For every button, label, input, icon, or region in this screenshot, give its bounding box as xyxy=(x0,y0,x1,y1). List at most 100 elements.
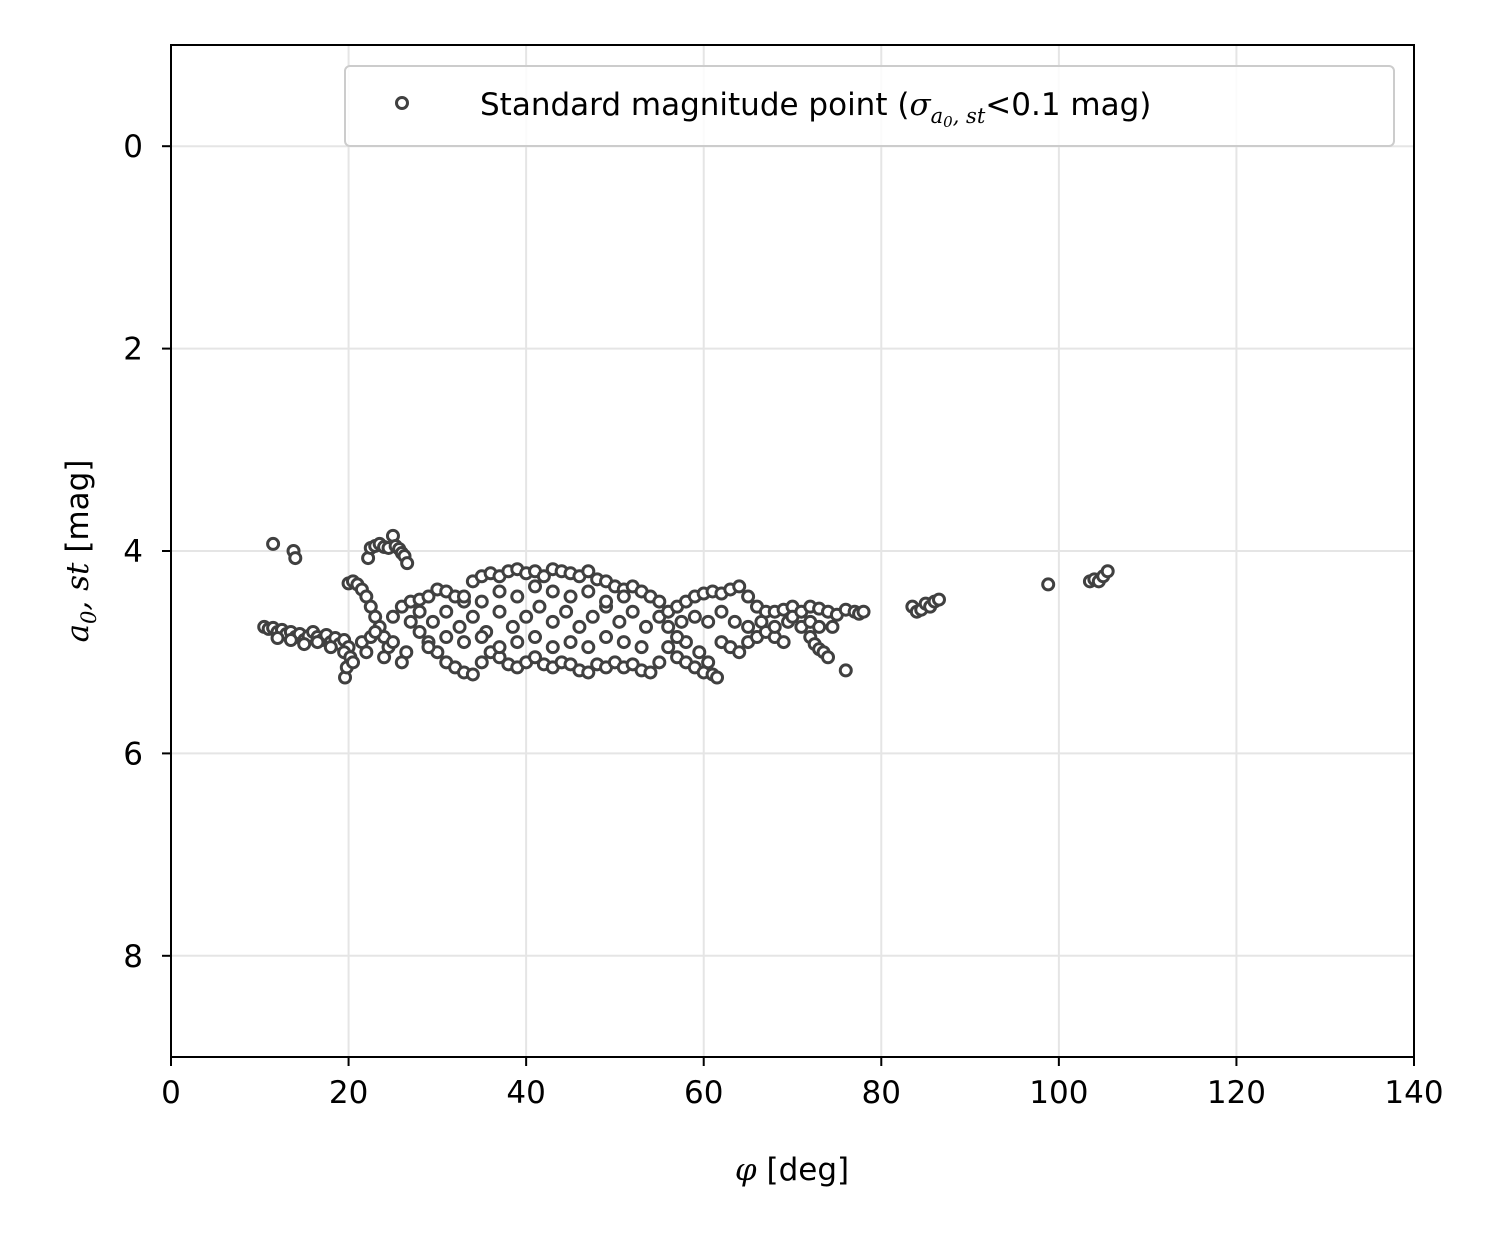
data-point xyxy=(399,645,414,660)
data-point xyxy=(505,619,520,634)
data-point xyxy=(643,665,658,680)
data-point xyxy=(563,635,578,650)
data-point xyxy=(931,592,946,607)
data-point xyxy=(710,670,725,685)
data-point xyxy=(687,609,702,624)
data-point xyxy=(559,604,574,619)
data-point xyxy=(572,619,587,634)
data-point xyxy=(616,589,631,604)
legend-label: Standard magnitude point (σa0, st<0.1 ma… xyxy=(480,87,1151,131)
data-point xyxy=(377,650,392,665)
data-point xyxy=(412,624,427,639)
data-point xyxy=(510,635,525,650)
data-point xyxy=(838,663,853,678)
data-point xyxy=(670,630,685,645)
x-tick-label: 100 xyxy=(1029,1075,1088,1111)
data-point xyxy=(297,637,312,652)
data-point xyxy=(465,609,480,624)
legend-marker xyxy=(395,96,409,110)
data-point xyxy=(754,614,769,629)
data-point xyxy=(732,645,747,660)
data-point xyxy=(439,630,454,645)
data-point xyxy=(661,619,676,634)
data-point xyxy=(359,645,374,660)
y-tick-label: 2 xyxy=(123,332,143,368)
data-point xyxy=(465,667,480,682)
data-point xyxy=(821,650,836,665)
data-point xyxy=(599,630,614,645)
x-tick-label: 80 xyxy=(862,1075,901,1111)
y-tick-label: 0 xyxy=(123,129,143,165)
y-axis-ticks: 0 2 4 6 8 xyxy=(123,129,171,975)
data-point xyxy=(425,614,440,629)
x-axis-label: φ [deg] xyxy=(735,1152,849,1188)
data-point xyxy=(1100,564,1115,579)
data-point xyxy=(412,604,427,619)
data-point xyxy=(661,640,676,655)
data-point xyxy=(456,635,471,650)
y-axis-label: a0, st [mag] xyxy=(60,460,101,643)
legend: Standard magnitude point (σa0, st<0.1 ma… xyxy=(344,65,1395,147)
x-axis-ticks: 0 20 40 60 80 100 120 140 xyxy=(161,1057,1444,1111)
data-point xyxy=(439,604,454,619)
data-point xyxy=(310,635,325,650)
data-point xyxy=(385,635,400,650)
data-point xyxy=(288,551,303,566)
data-point xyxy=(492,640,507,655)
data-point xyxy=(492,604,507,619)
data-point xyxy=(532,599,547,614)
data-point xyxy=(727,614,742,629)
x-tick-label: 120 xyxy=(1207,1075,1266,1111)
data-point xyxy=(634,640,649,655)
data-point xyxy=(400,556,415,571)
x-tick-label: 140 xyxy=(1384,1075,1443,1111)
legend-box xyxy=(344,65,1395,147)
x-tick-label: 40 xyxy=(506,1075,545,1111)
data-point xyxy=(585,609,600,624)
x-tick-label: 20 xyxy=(329,1075,368,1111)
data-point xyxy=(545,584,560,599)
data-point xyxy=(421,589,436,604)
data-point xyxy=(581,665,596,680)
data-point xyxy=(403,614,418,629)
data-point xyxy=(856,604,871,619)
data-point xyxy=(741,619,756,634)
data-point xyxy=(474,630,489,645)
data-point xyxy=(732,579,747,594)
y-tick-label: 4 xyxy=(123,534,143,570)
y-tick-label: 8 xyxy=(123,939,143,975)
data-point xyxy=(545,640,560,655)
data-point xyxy=(346,655,361,670)
data-point xyxy=(616,635,631,650)
data-point xyxy=(767,619,782,634)
data-point xyxy=(741,589,756,604)
data-point xyxy=(528,630,543,645)
data-point xyxy=(510,589,525,604)
data-point xyxy=(474,655,489,670)
data-point xyxy=(270,631,285,646)
data-point xyxy=(283,633,298,648)
data-point xyxy=(528,579,543,594)
data-point xyxy=(563,589,578,604)
data-point xyxy=(701,655,716,670)
data-point xyxy=(652,594,667,609)
y-tick-label: 6 xyxy=(123,736,143,772)
data-point xyxy=(545,614,560,629)
data-point xyxy=(612,614,627,629)
data-point xyxy=(599,594,614,609)
data-point xyxy=(581,584,596,599)
data-points xyxy=(257,528,1115,685)
data-point xyxy=(639,619,654,634)
data-point xyxy=(714,604,729,619)
data-point xyxy=(1041,577,1056,592)
x-tick-label: 0 xyxy=(161,1075,181,1111)
data-point xyxy=(456,589,471,604)
data-point xyxy=(474,594,489,609)
data-point xyxy=(581,640,596,655)
data-point xyxy=(652,655,667,670)
data-point xyxy=(812,619,827,634)
data-point xyxy=(385,609,400,624)
data-point xyxy=(266,536,281,551)
data-point xyxy=(323,640,338,655)
